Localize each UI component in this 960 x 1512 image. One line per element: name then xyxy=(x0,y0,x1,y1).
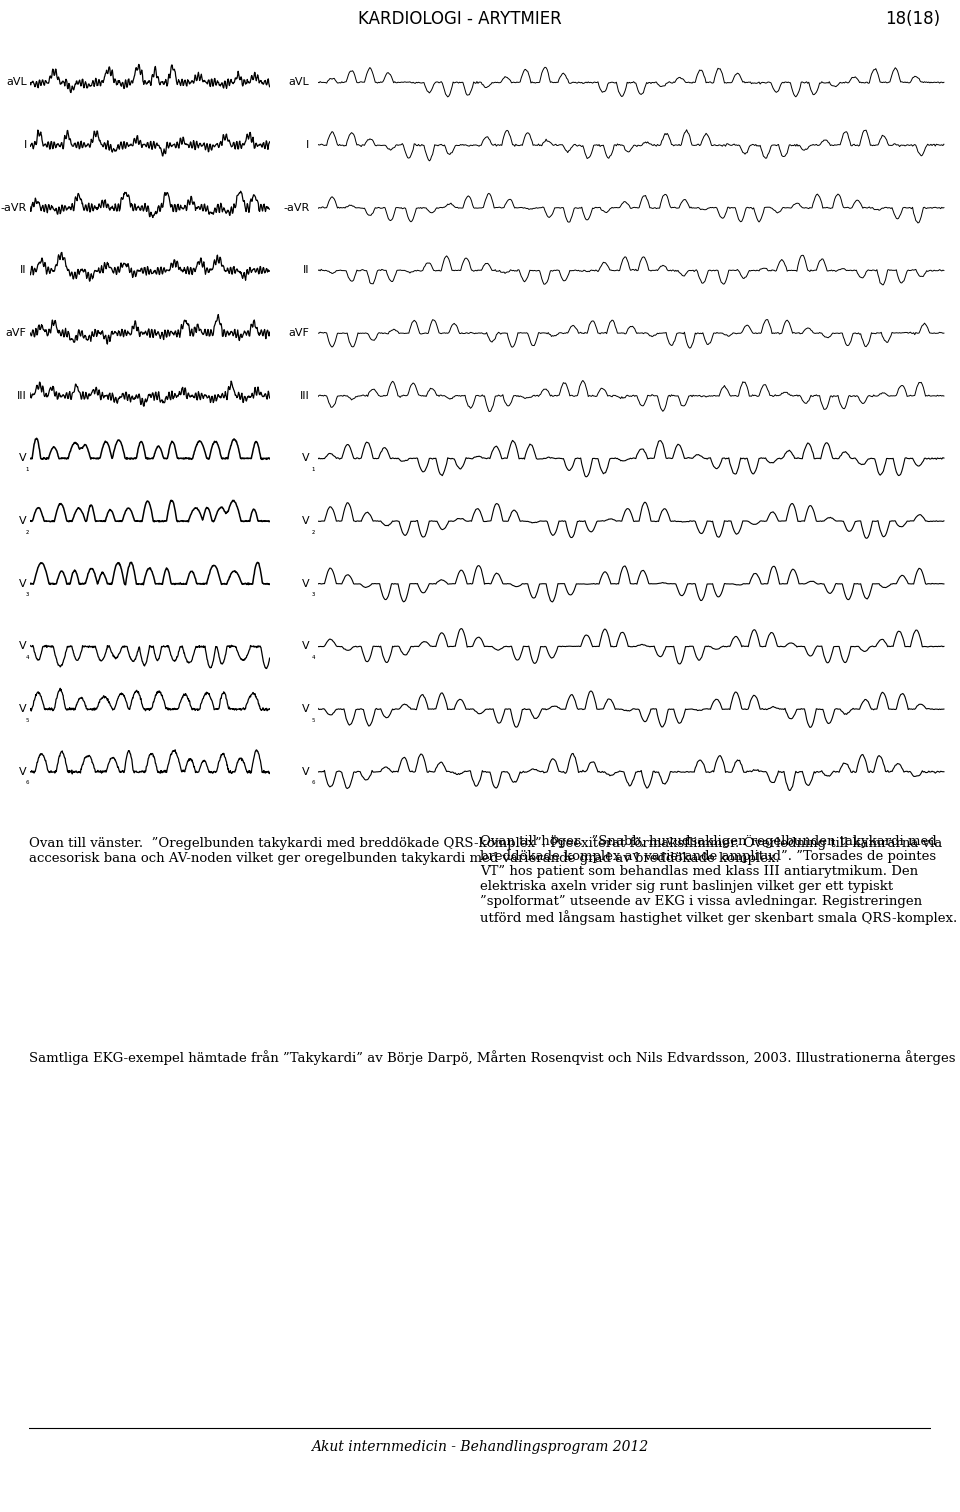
Text: V: V xyxy=(301,767,309,777)
Text: V: V xyxy=(19,516,27,526)
Text: ₆: ₆ xyxy=(25,777,29,786)
Text: -aVR: -aVR xyxy=(0,203,27,213)
Text: aVF: aVF xyxy=(6,328,27,339)
Text: Samtliga EKG-exempel hämtade från ”Takykardi” av Börje Darpö, Mårten Rosenqvist : Samtliga EKG-exempel hämtade från ”Takyk… xyxy=(29,1049,960,1064)
Text: V: V xyxy=(301,454,309,464)
Text: ₁: ₁ xyxy=(25,464,29,473)
Text: V: V xyxy=(19,579,27,588)
Text: -aVR: -aVR xyxy=(283,203,309,213)
Text: V: V xyxy=(301,641,309,652)
Text: Akut internmedicin - Behandlingsprogram 2012: Akut internmedicin - Behandlingsprogram … xyxy=(311,1441,649,1455)
Text: V: V xyxy=(19,454,27,464)
Text: aVL: aVL xyxy=(289,77,309,88)
Text: ₅: ₅ xyxy=(311,715,315,724)
Text: V: V xyxy=(301,579,309,588)
Text: ₃: ₃ xyxy=(26,590,29,599)
Text: ₂: ₂ xyxy=(26,526,29,535)
Text: aVF: aVF xyxy=(288,328,309,339)
Text: V: V xyxy=(19,641,27,652)
Text: I: I xyxy=(306,141,309,150)
Text: I: I xyxy=(23,141,27,150)
Text: V: V xyxy=(19,705,27,714)
Text: Ovan till vänster.  ”Oregelbunden takykardi med breddökade QRS-komplex”. Preexit: Ovan till vänster. ”Oregelbunden takykar… xyxy=(29,835,942,865)
Text: ₁: ₁ xyxy=(311,464,315,473)
Text: II: II xyxy=(302,266,309,275)
Text: ₂: ₂ xyxy=(311,526,315,535)
Text: 18(18): 18(18) xyxy=(885,11,940,27)
Text: III: III xyxy=(300,390,309,401)
Text: KARDIOLOGI - ARYTMIER: KARDIOLOGI - ARYTMIER xyxy=(358,11,562,27)
Text: aVL: aVL xyxy=(6,77,27,88)
Text: ₆: ₆ xyxy=(311,777,315,786)
Text: II: II xyxy=(20,266,27,275)
Text: ₅: ₅ xyxy=(25,715,29,724)
Text: V: V xyxy=(301,705,309,714)
Text: V: V xyxy=(301,516,309,526)
Text: ₄: ₄ xyxy=(25,652,29,661)
Text: ₃: ₃ xyxy=(311,590,315,599)
Text: ₄: ₄ xyxy=(311,652,315,661)
Text: Ovan till höger.  ”Snabb, huvudsakligen regelbunden takykardi med breddökade kom: Ovan till höger. ”Snabb, huvudsakligen r… xyxy=(480,835,957,925)
Text: V: V xyxy=(19,767,27,777)
Text: III: III xyxy=(17,390,27,401)
